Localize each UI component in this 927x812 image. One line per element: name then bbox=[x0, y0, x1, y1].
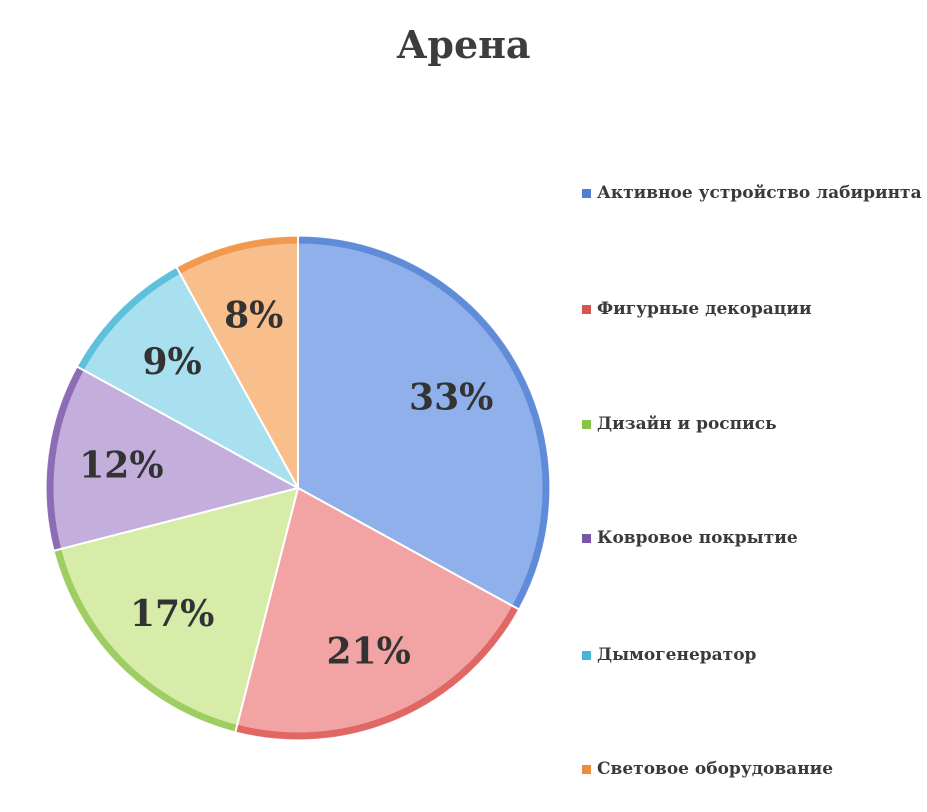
pie-slice-label: 33% bbox=[409, 376, 493, 418]
legend-item: Фигурные декорации bbox=[582, 294, 812, 324]
pie-slice-rim bbox=[54, 549, 237, 732]
pie-slice-rim bbox=[177, 236, 298, 274]
pie-slice-label: 12% bbox=[79, 445, 163, 487]
legend-swatch bbox=[582, 650, 591, 660]
pie-slice-rim bbox=[78, 268, 180, 370]
pie-slice-rim bbox=[46, 367, 84, 550]
legend-swatch bbox=[582, 533, 591, 543]
legend-label: Световое оборудование bbox=[597, 759, 834, 779]
pie-slice-label: 9% bbox=[143, 341, 202, 383]
legend-swatch bbox=[582, 419, 591, 429]
legend-item: Дизайн и роспись bbox=[582, 409, 777, 439]
pie-slice-label: 21% bbox=[327, 630, 411, 672]
legend-item: Ковровое покрытие bbox=[582, 523, 798, 553]
chart-title: Арена bbox=[396, 22, 531, 67]
pie-slice-label: 8% bbox=[224, 295, 283, 337]
legend-label: Дизайн и роспись bbox=[597, 414, 777, 434]
pie-slice-label: 17% bbox=[130, 593, 214, 635]
pie-slice bbox=[45, 365, 301, 552]
legend-swatch bbox=[582, 188, 591, 198]
legend-item: Активное устройство лабиринта bbox=[582, 178, 922, 208]
legend-label: Дымогенератор bbox=[597, 645, 757, 665]
legend-swatch bbox=[582, 304, 591, 314]
pie-slice-rim bbox=[298, 236, 550, 609]
pie-slices bbox=[45, 234, 551, 741]
pie-slice bbox=[175, 234, 299, 489]
pie-slice-rim bbox=[236, 606, 518, 740]
legend-item: Дымогенератор bbox=[582, 640, 756, 670]
pie-labels: 33% 21% 17% 12% 9% 8% bbox=[79, 295, 493, 673]
pie-slice bbox=[52, 486, 300, 734]
legend-label: Ковровое покрытие bbox=[597, 528, 798, 548]
pie-slice bbox=[75, 265, 301, 491]
legend-item: Световое оборудование bbox=[582, 754, 833, 784]
pie-slice bbox=[234, 486, 521, 741]
legend-swatch bbox=[582, 764, 591, 774]
legend-label: Фигурные декорации bbox=[597, 299, 812, 319]
legend-label: Активное устройство лабиринта bbox=[597, 183, 922, 203]
